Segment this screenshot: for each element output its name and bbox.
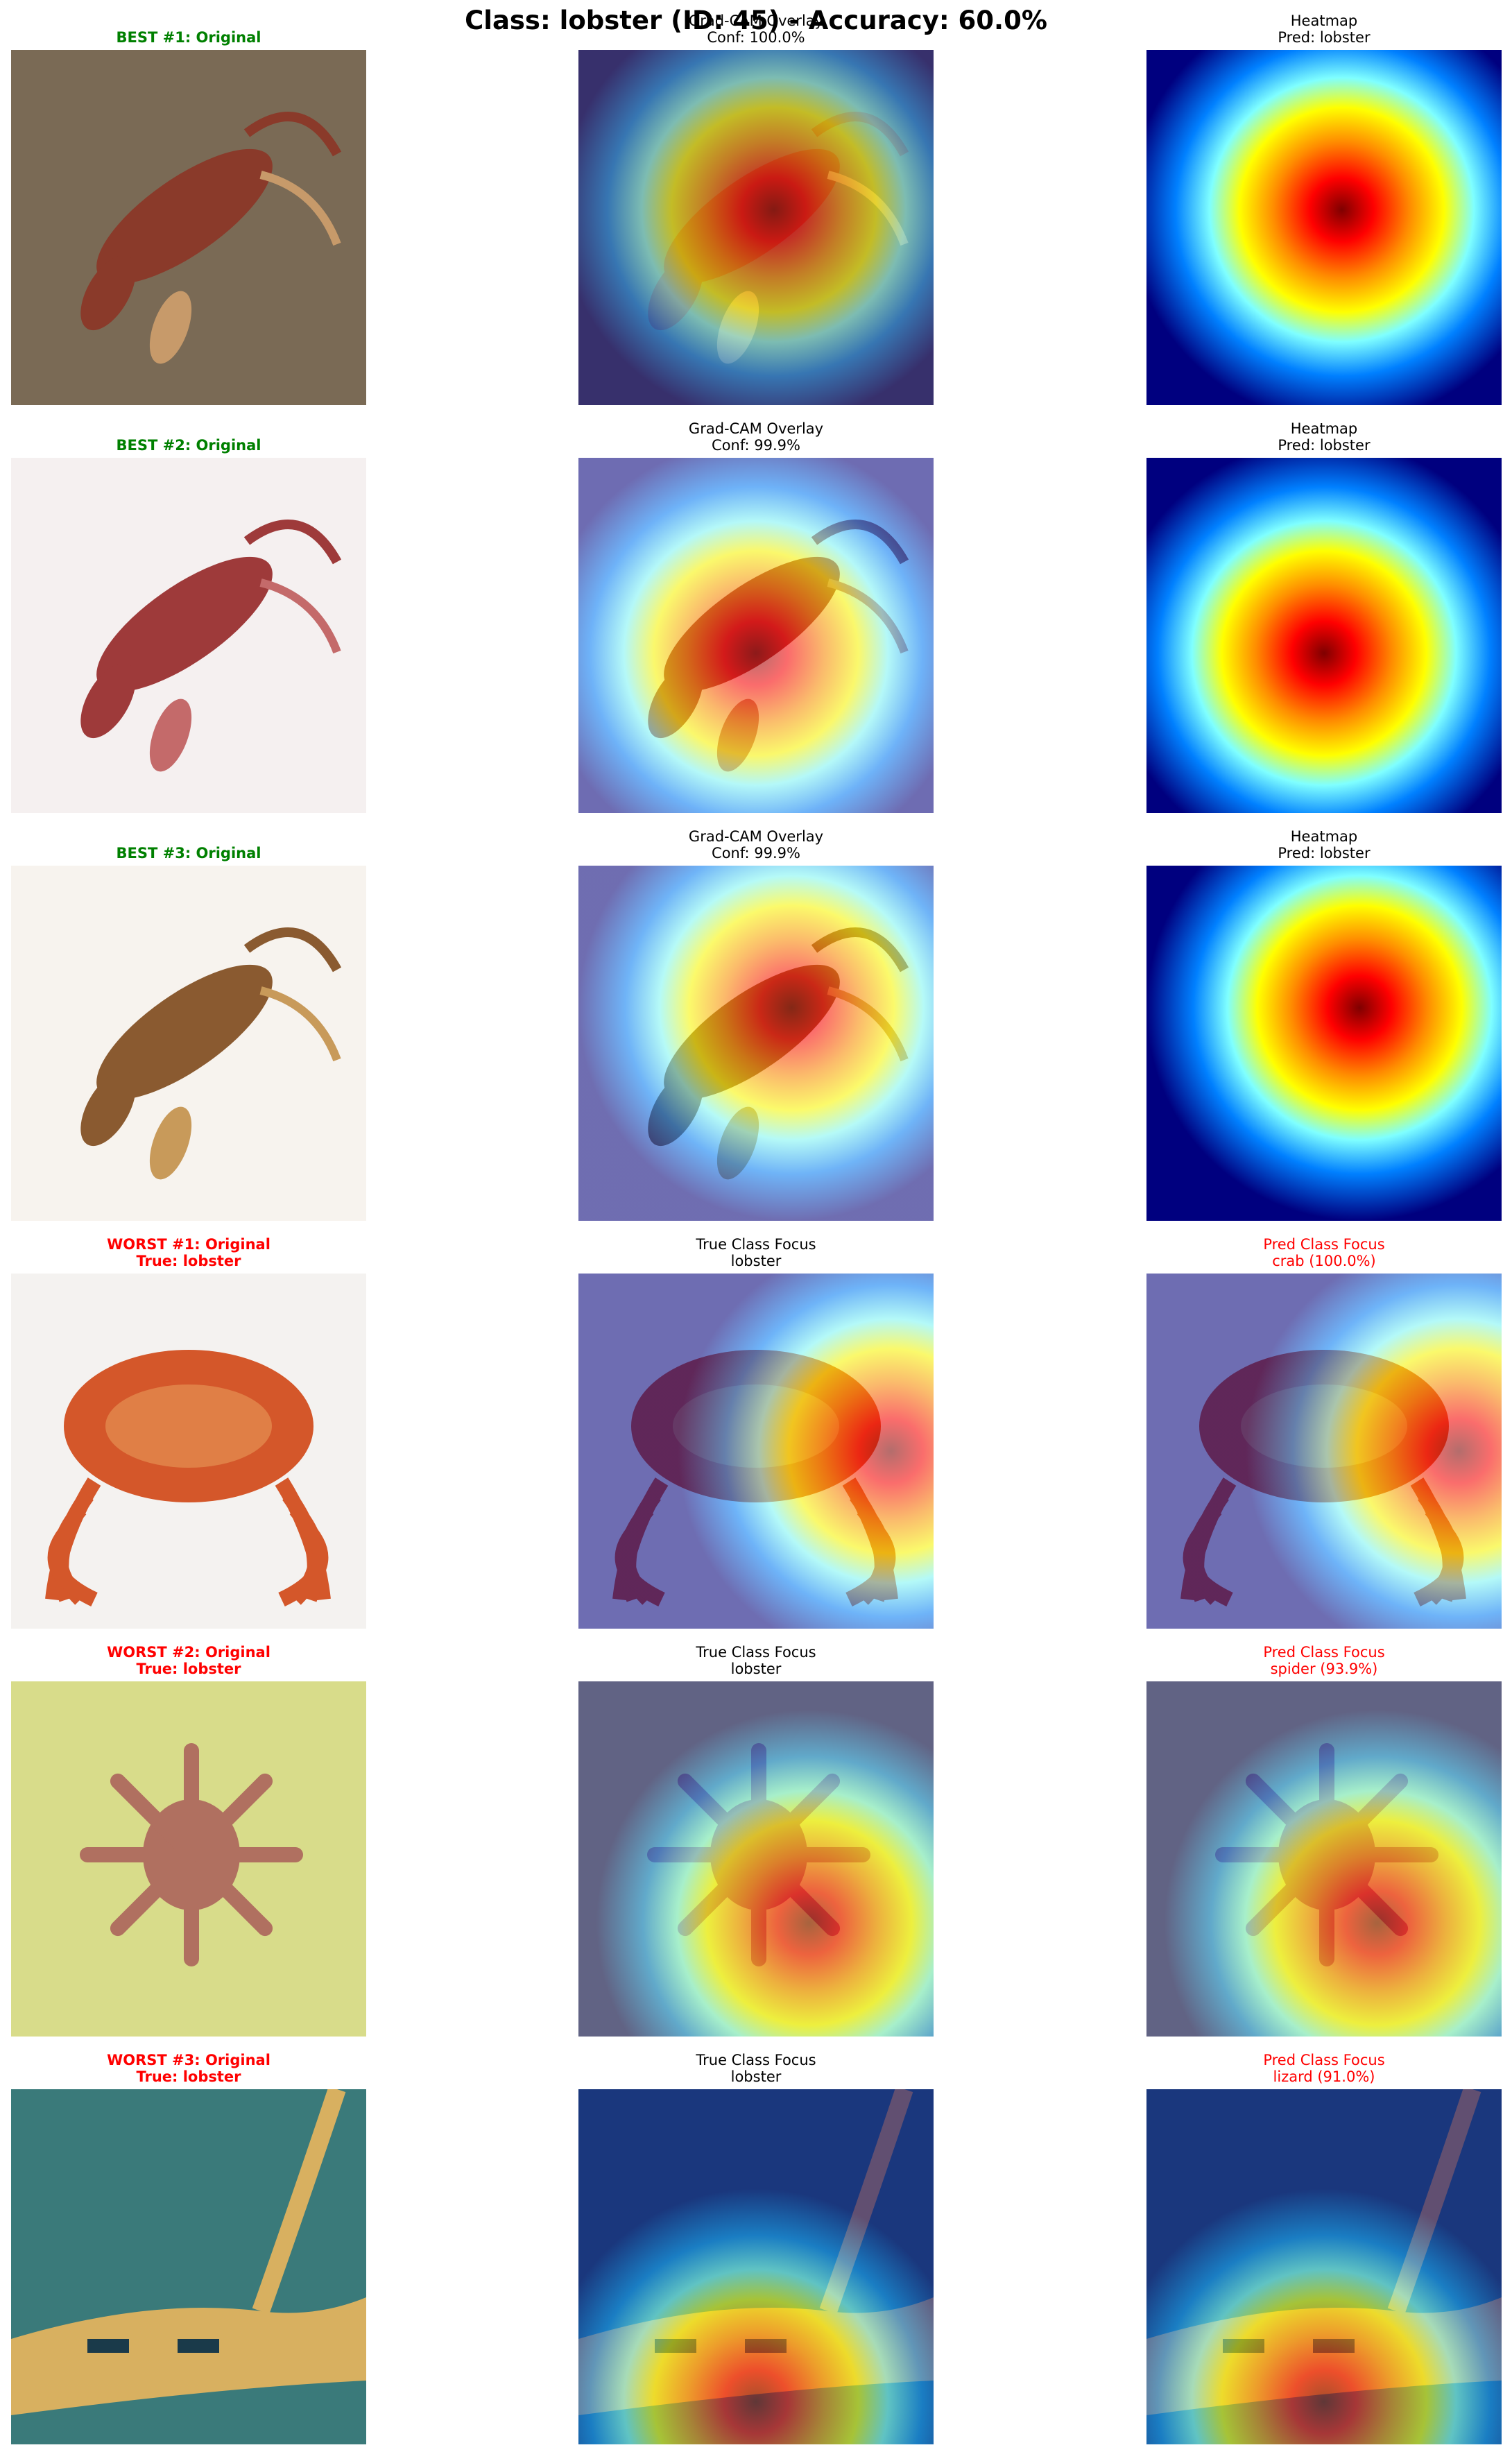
- panel-title-line: True Class Focus: [696, 2052, 816, 2068]
- panel-title-line: Grad-CAM Overlay: [688, 828, 824, 845]
- panel-title-line: Pred: lobster: [1278, 437, 1371, 454]
- gradcam-overlay-image-3: [578, 866, 934, 1221]
- panel-title-r3-c3: Heatmap Pred: lobster: [1146, 828, 1502, 861]
- panel-title-line: Heatmap: [1290, 12, 1358, 29]
- panel-title-line: Conf: 99.9%: [712, 437, 800, 454]
- panel-title-line: WORST #3: Original: [107, 2052, 270, 2068]
- panel-title-r1-c2: Grad-CAM Overlay Conf: 100.0%: [578, 12, 934, 46]
- panel-title-r3-c1: BEST #3: Original: [11, 845, 366, 861]
- panel-title-r4-c2: True Class Focus lobster: [578, 1236, 934, 1269]
- panel-title-line: lobster: [730, 2068, 782, 2085]
- panel-title-r6-c1: WORST #3: Original True: lobster: [11, 2052, 366, 2085]
- panel-title-r2-c3: Heatmap Pred: lobster: [1146, 420, 1502, 454]
- original-image-6: [11, 2089, 366, 2444]
- panel-title-line: Conf: 100.0%: [707, 29, 805, 46]
- heatmap-image-4: [1146, 1274, 1502, 1629]
- panel-title-line: WORST #1: Original: [107, 1236, 270, 1253]
- panel-title-line: Heatmap: [1290, 420, 1358, 437]
- panel-title-line: Pred Class Focus: [1263, 1644, 1385, 1661]
- panel-title-r5-c3: Pred Class Focus spider (93.9%): [1146, 1644, 1502, 1677]
- panel-title-line: True Class Focus: [696, 1644, 816, 1661]
- original-image-1: [11, 50, 366, 405]
- panel-title-line: Pred: lobster: [1278, 29, 1371, 46]
- heatmap-image-5: [1146, 1681, 1502, 2037]
- panel-title-line: spider (93.9%): [1270, 1661, 1378, 1677]
- panel-title-r6-c2: True Class Focus lobster: [578, 2052, 934, 2085]
- panel-title-line: BEST #2: Original: [116, 437, 261, 454]
- panel-title-r1-c1: BEST #1: Original: [11, 29, 366, 46]
- panel-title-line: lizard (91.0%): [1273, 2068, 1375, 2085]
- original-image-4: [11, 1274, 366, 1629]
- gradcam-overlay-image-5: [578, 1681, 934, 2037]
- panel-title-line: lobster: [730, 1661, 782, 1677]
- panel-title-line: True: lobster: [136, 1253, 241, 1269]
- heatmap-image-1: [1146, 50, 1502, 405]
- heatmap-image-3: [1146, 866, 1502, 1221]
- gradcam-overlay-image-4: [578, 1274, 934, 1629]
- gradcam-overlay-image-6: [578, 2089, 934, 2444]
- panel-title-r5-c2: True Class Focus lobster: [578, 1644, 934, 1677]
- original-image-5: [11, 1681, 366, 2037]
- figure-title: Class: lobster (ID: 45) - Accuracy: 60.0…: [465, 6, 1047, 35]
- panel-title-r1-c3: Heatmap Pred: lobster: [1146, 12, 1502, 46]
- panel-title-r4-c3: Pred Class Focus crab (100.0%): [1146, 1236, 1502, 1269]
- heatmap-image-6: [1146, 2089, 1502, 2444]
- panel-title-line: True: lobster: [136, 1661, 241, 1677]
- panel-title-line: WORST #2: Original: [107, 1644, 270, 1661]
- panel-title-line: Grad-CAM Overlay: [688, 420, 824, 437]
- panel-title-line: Heatmap: [1290, 828, 1358, 845]
- panel-title-r2-c2: Grad-CAM Overlay Conf: 99.9%: [578, 420, 934, 454]
- panel-title-r5-c1: WORST #2: Original True: lobster: [11, 1644, 366, 1677]
- original-image-3: [11, 866, 366, 1221]
- panel-title-r6-c3: Pred Class Focus lizard (91.0%): [1146, 2052, 1502, 2085]
- panel-title-r3-c2: Grad-CAM Overlay Conf: 99.9%: [578, 828, 934, 861]
- panel-title-r4-c1: WORST #1: Original True: lobster: [11, 1236, 366, 1269]
- panel-title-line: lobster: [730, 1253, 782, 1269]
- panel-title-line: Conf: 99.9%: [712, 845, 800, 861]
- gradcam-overlay-image-2: [578, 458, 934, 813]
- panel-title-line: Pred: lobster: [1278, 845, 1371, 861]
- panel-title-line: Pred Class Focus: [1263, 2052, 1385, 2068]
- panel-title-line: True: lobster: [136, 2068, 241, 2085]
- heatmap-image-2: [1146, 458, 1502, 813]
- panel-title-line: BEST #1: Original: [116, 29, 261, 46]
- panel-title-line: Grad-CAM Overlay: [688, 12, 824, 29]
- original-image-2: [11, 458, 366, 813]
- panel-title-line: crab (100.0%): [1272, 1253, 1376, 1269]
- panel-title-r2-c1: BEST #2: Original: [11, 437, 366, 454]
- panel-title-line: True Class Focus: [696, 1236, 816, 1253]
- gradcam-overlay-image-1: [578, 50, 934, 405]
- panel-title-line: Pred Class Focus: [1263, 1236, 1385, 1253]
- panel-title-line: BEST #3: Original: [116, 845, 261, 861]
